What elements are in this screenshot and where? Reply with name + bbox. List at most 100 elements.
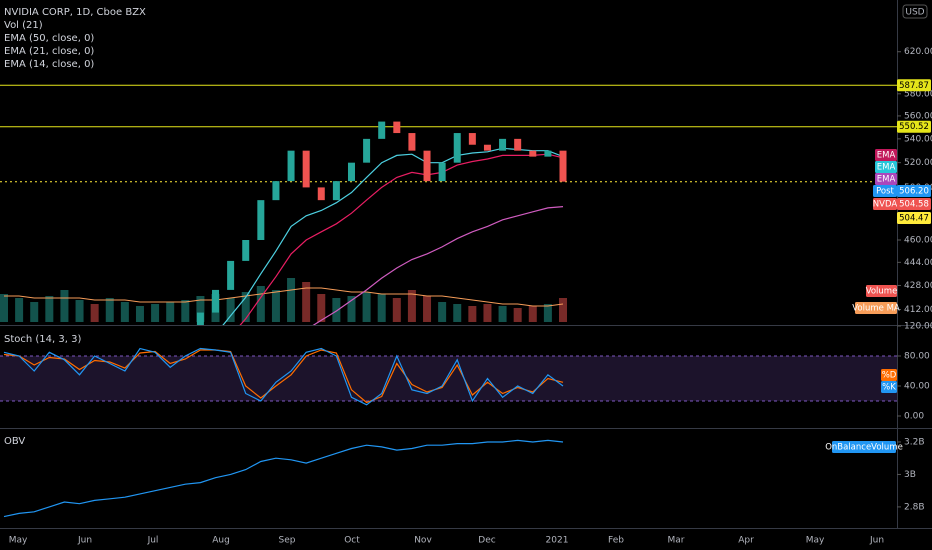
indicator-legend: EMA (50, close, 0) (4, 33, 94, 44)
volume-ma-line (4, 287, 564, 307)
candle-body (287, 150, 295, 182)
indicator-legend: EMA (21, close, 0) (4, 46, 94, 57)
currency-button[interactable] (902, 4, 928, 19)
volume-bar (317, 294, 326, 322)
volume-bar (528, 306, 537, 322)
volume-bar (271, 290, 280, 322)
candle-body (257, 200, 265, 240)
volume-bar (45, 296, 54, 322)
candle-body (408, 133, 416, 151)
price-axis-label: 620.00 (904, 47, 932, 57)
pane (0, 347, 897, 406)
price-tag-label: EMA (877, 151, 896, 161)
candle-body (378, 121, 386, 139)
time-label: Sep (279, 536, 296, 546)
volume-bar (90, 304, 99, 322)
volume-bar (362, 292, 371, 322)
candle-body (514, 138, 522, 151)
volume-bar (0, 294, 8, 322)
volume-bar (513, 308, 522, 322)
candle-body (317, 187, 325, 201)
ema-line (239, 153, 564, 325)
volume-bar (407, 290, 416, 322)
price-tag (875, 149, 897, 161)
candle-body (212, 289, 220, 313)
price-tag (873, 185, 897, 197)
price-tag (897, 185, 931, 197)
price-tag (832, 441, 896, 453)
price-tag-label: EMA (877, 163, 896, 173)
time-label: Dec (478, 536, 495, 546)
candle-body (468, 133, 476, 145)
price-tag (855, 302, 897, 314)
candle-body (332, 181, 340, 201)
time-label: May (806, 536, 825, 546)
volume-bar (498, 306, 507, 322)
price-axis-label: 0.00 (904, 412, 924, 422)
candle-body (453, 133, 461, 163)
volume-bar (256, 286, 265, 322)
pane-title: OBV (4, 436, 25, 447)
time-label: Mar (668, 536, 685, 546)
price-tag-label: OnBalanceVolume (825, 443, 903, 453)
volume-bar (196, 296, 205, 322)
price-axis-label: 460.00 (904, 235, 932, 245)
price-tag-label: 587.87 (899, 81, 929, 91)
indicator-line (3, 349, 564, 404)
pane-title: Stoch (14, 3, 3) (4, 334, 81, 345)
price-axis-label: 80.00 (904, 352, 930, 362)
pane (0, 84, 897, 325)
candle-body (438, 162, 446, 182)
volume-bar (347, 296, 356, 322)
price-tag-label: 550.52 (899, 122, 929, 132)
volume-bar (226, 298, 235, 322)
volume-bar (15, 298, 24, 322)
candle-body (227, 260, 235, 290)
price-tag-label: Volume MA (852, 304, 900, 314)
time-label: May (9, 536, 28, 546)
time-label: Apr (738, 536, 754, 546)
time-label: Jun (869, 536, 884, 546)
symbol-title: NVIDIA CORP, 1D, Cboe BZX (4, 7, 146, 18)
price-tag (875, 161, 897, 173)
price-tag-label: Post (876, 187, 894, 197)
indicator-legend: Vol (21) (4, 20, 43, 31)
candle-body (393, 121, 401, 134)
volume-bar (453, 304, 462, 322)
candle-body (423, 150, 431, 182)
price-tag (875, 173, 897, 185)
candle-body (483, 144, 491, 151)
volume-bar (135, 306, 144, 322)
price-tag-label: 506.20 (899, 187, 929, 197)
volume-bar (377, 294, 386, 322)
candle-body (347, 162, 355, 182)
price-tag (881, 381, 897, 393)
volume-bar (559, 298, 567, 322)
price-axis-label: 580.00 (904, 89, 932, 99)
time-label: Oct (344, 536, 360, 546)
volume-bar (241, 292, 250, 322)
price-tag (897, 120, 931, 133)
volume-bar (60, 290, 69, 322)
ema-line (222, 147, 564, 325)
time-label: Jul (147, 536, 159, 546)
price-tag (897, 79, 931, 92)
price-axis-label: 412.00 (904, 305, 932, 315)
volume-bar (423, 296, 432, 322)
volume-bar (392, 298, 401, 322)
price-tag-label: %D (882, 371, 897, 381)
price-tag (873, 198, 897, 210)
price-axis-label: 2.8B (904, 502, 925, 512)
price-tag (897, 212, 931, 224)
price-axis-label: 40.00 (904, 382, 930, 392)
volume-bar (105, 298, 114, 322)
price-tag-label: %K (882, 383, 896, 393)
price-tag-label: 504.47 (899, 214, 929, 224)
chart-layer: May Jun Jul Aug Sep Oct Nov Dec 2021 Feb Mar Apr May… (0, 84, 897, 546)
indicator-line (3, 347, 564, 406)
candle-body (529, 150, 537, 157)
candle-body (242, 239, 250, 261)
